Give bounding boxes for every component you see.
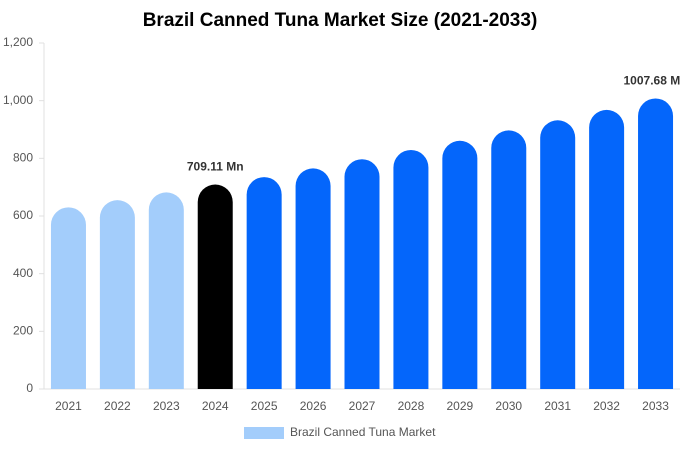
bar (197, 184, 233, 389)
bar (246, 177, 282, 389)
x-tick-label: 2031 (544, 399, 571, 413)
bar (295, 168, 331, 389)
y-tick-label: 1,000 (3, 93, 33, 107)
x-tick-label: 2028 (398, 399, 425, 413)
bar (638, 98, 674, 389)
legend-label: Brazil Canned Tuna Market (290, 425, 436, 439)
bar (540, 120, 576, 390)
bar (344, 159, 380, 389)
x-tick-label: 2032 (593, 399, 620, 413)
x-tick-label: 2029 (446, 399, 473, 413)
bar (50, 207, 86, 389)
data-label: 709.11 Mn (187, 160, 244, 174)
x-tick-label: 2021 (55, 399, 82, 413)
bar (148, 192, 184, 389)
chart-title: Brazil Canned Tuna Market Size (2021-203… (143, 10, 538, 31)
x-tick-label: 2033 (642, 399, 669, 413)
data-label: 1007.68 Mn (624, 74, 680, 88)
y-tick-label: 1,200 (3, 35, 33, 49)
bar (99, 200, 135, 389)
bar (589, 109, 625, 389)
x-tick-label: 2027 (349, 399, 376, 413)
x-tick-label: 2023 (153, 399, 180, 413)
x-tick-label: 2025 (251, 399, 278, 413)
y-tick-label: 400 (13, 266, 33, 280)
y-tick-label: 200 (13, 324, 33, 338)
y-tick-label: 0 (26, 381, 33, 395)
y-tick-label: 600 (13, 208, 33, 222)
x-tick-label: 2030 (495, 399, 522, 413)
x-tick-label: 2026 (300, 399, 327, 413)
bar (393, 149, 429, 389)
bar (442, 140, 478, 389)
x-tick-label: 2022 (104, 399, 131, 413)
bar (491, 130, 527, 390)
y-tick-label: 800 (13, 151, 33, 165)
x-tick-label: 2024 (202, 399, 229, 413)
legend-swatch (244, 427, 284, 439)
